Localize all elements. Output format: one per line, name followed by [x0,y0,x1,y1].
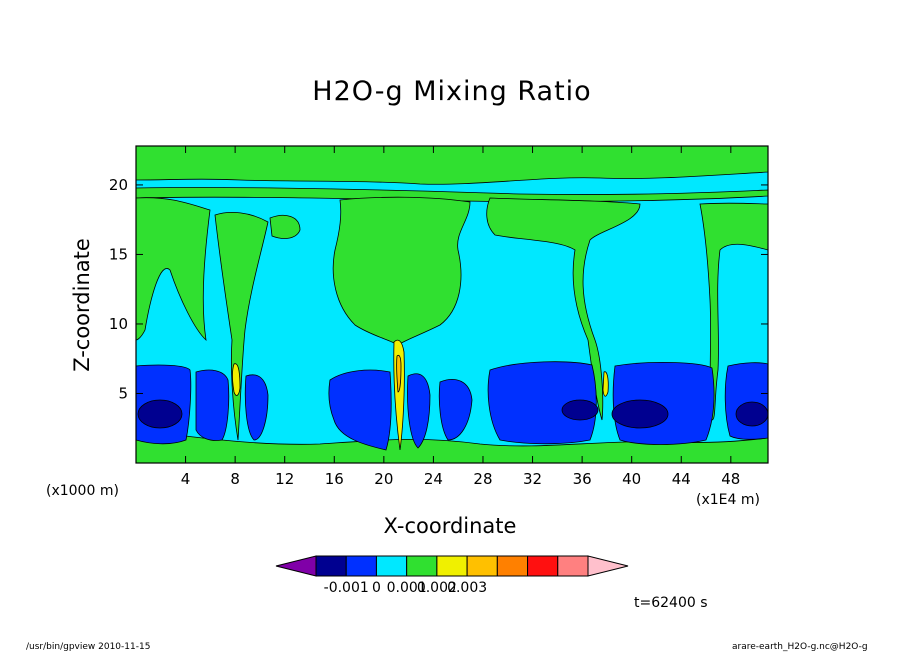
plot-frame [135,145,769,464]
contour-central-plume [332,196,471,346]
contour-thin-band [136,187,768,203]
colorbar-swatch [375,555,408,577]
contour-bottom-strip [136,429,768,463]
colorbar-swatch [496,555,529,577]
x-tick-label: 20 [374,470,393,488]
colorbar-swatch [275,555,317,577]
contour-core-3 [611,399,669,429]
x-tick-label: 28 [473,470,492,488]
contour-blue-3 [244,374,269,441]
contour-top-band [136,146,768,185]
colorbar-swatch [557,555,589,577]
x-tick-label: 48 [721,470,740,488]
contour-streak-3 [602,371,609,397]
contour-far-right-plume [699,202,768,421]
colorbar-swatch [345,555,377,577]
x-tick-label: 40 [622,470,641,488]
contour-blue-6 [438,379,473,441]
colorbar-tick-label: -0.001 [324,580,369,596]
contour-blue-9 [724,362,768,440]
contour-blue-2 [195,369,230,441]
y-tick-label: 10 [109,315,128,333]
x-tick-label: 4 [181,470,191,488]
footer-right: arare-earth_H2O-g.nc@H2O-g [732,642,868,652]
x-tick-label: 24 [424,470,443,488]
x-axis: 4 8 12 16 20 24 28 32 36 40 44 48 [181,146,740,488]
colorbar-tick-label: 0.002 [417,580,457,596]
colorbar-swatch [436,555,468,577]
x-tick-label: 36 [573,470,592,488]
x-tick-label: 8 [230,470,240,488]
y-tick-label: 15 [109,245,128,263]
x-tick-label: 32 [523,470,542,488]
colorbar-tick-label: 0.001 [387,580,427,596]
time-label: t=62400 s [634,595,708,611]
y-tick-label: 5 [118,384,128,402]
colorbar-swatch [315,555,347,577]
x-axis-label: X-coordinate [383,514,517,538]
y-axis-label: Z-coordinate [70,238,94,372]
contour-core-1 [137,399,183,429]
contour-blue-5 [407,373,431,449]
colorbar-tick-label: 0 [372,580,381,596]
colorbar-swatch [406,555,438,577]
contour-updraft-orange [396,354,402,393]
colorbar-tick-label: 0.003 [447,580,487,596]
y-axis: 5 10 15 20 [109,176,768,402]
x-tick-label: 12 [275,470,294,488]
contour-streak-2 [232,363,241,396]
colorbar-swatch [587,555,629,577]
chart-title: H2O-g Mixing Ratio [312,76,592,107]
contour-core-2 [561,399,599,421]
x-tick-label: 16 [325,470,344,488]
colorbar-swatch [466,555,498,577]
contour-core-4 [735,401,768,427]
colorbar-swatch [527,555,559,577]
contour-left-plume [136,197,211,342]
contour-blue-7 [487,361,597,445]
contour-field [136,146,768,463]
contour-blue-4 [328,369,392,451]
x-tick-label: 44 [672,470,691,488]
y-tick-label: 20 [109,176,128,194]
x-unit-label: (x1000 m) [46,483,119,499]
contour-left-plume-2 [214,211,269,441]
contour-left-blob [269,214,301,239]
y-unit-label: (x1E4 m) [696,492,760,508]
footer-left: /usr/bin/gpview 2010-11-15 [26,642,151,652]
contour-right-plume [486,197,641,421]
